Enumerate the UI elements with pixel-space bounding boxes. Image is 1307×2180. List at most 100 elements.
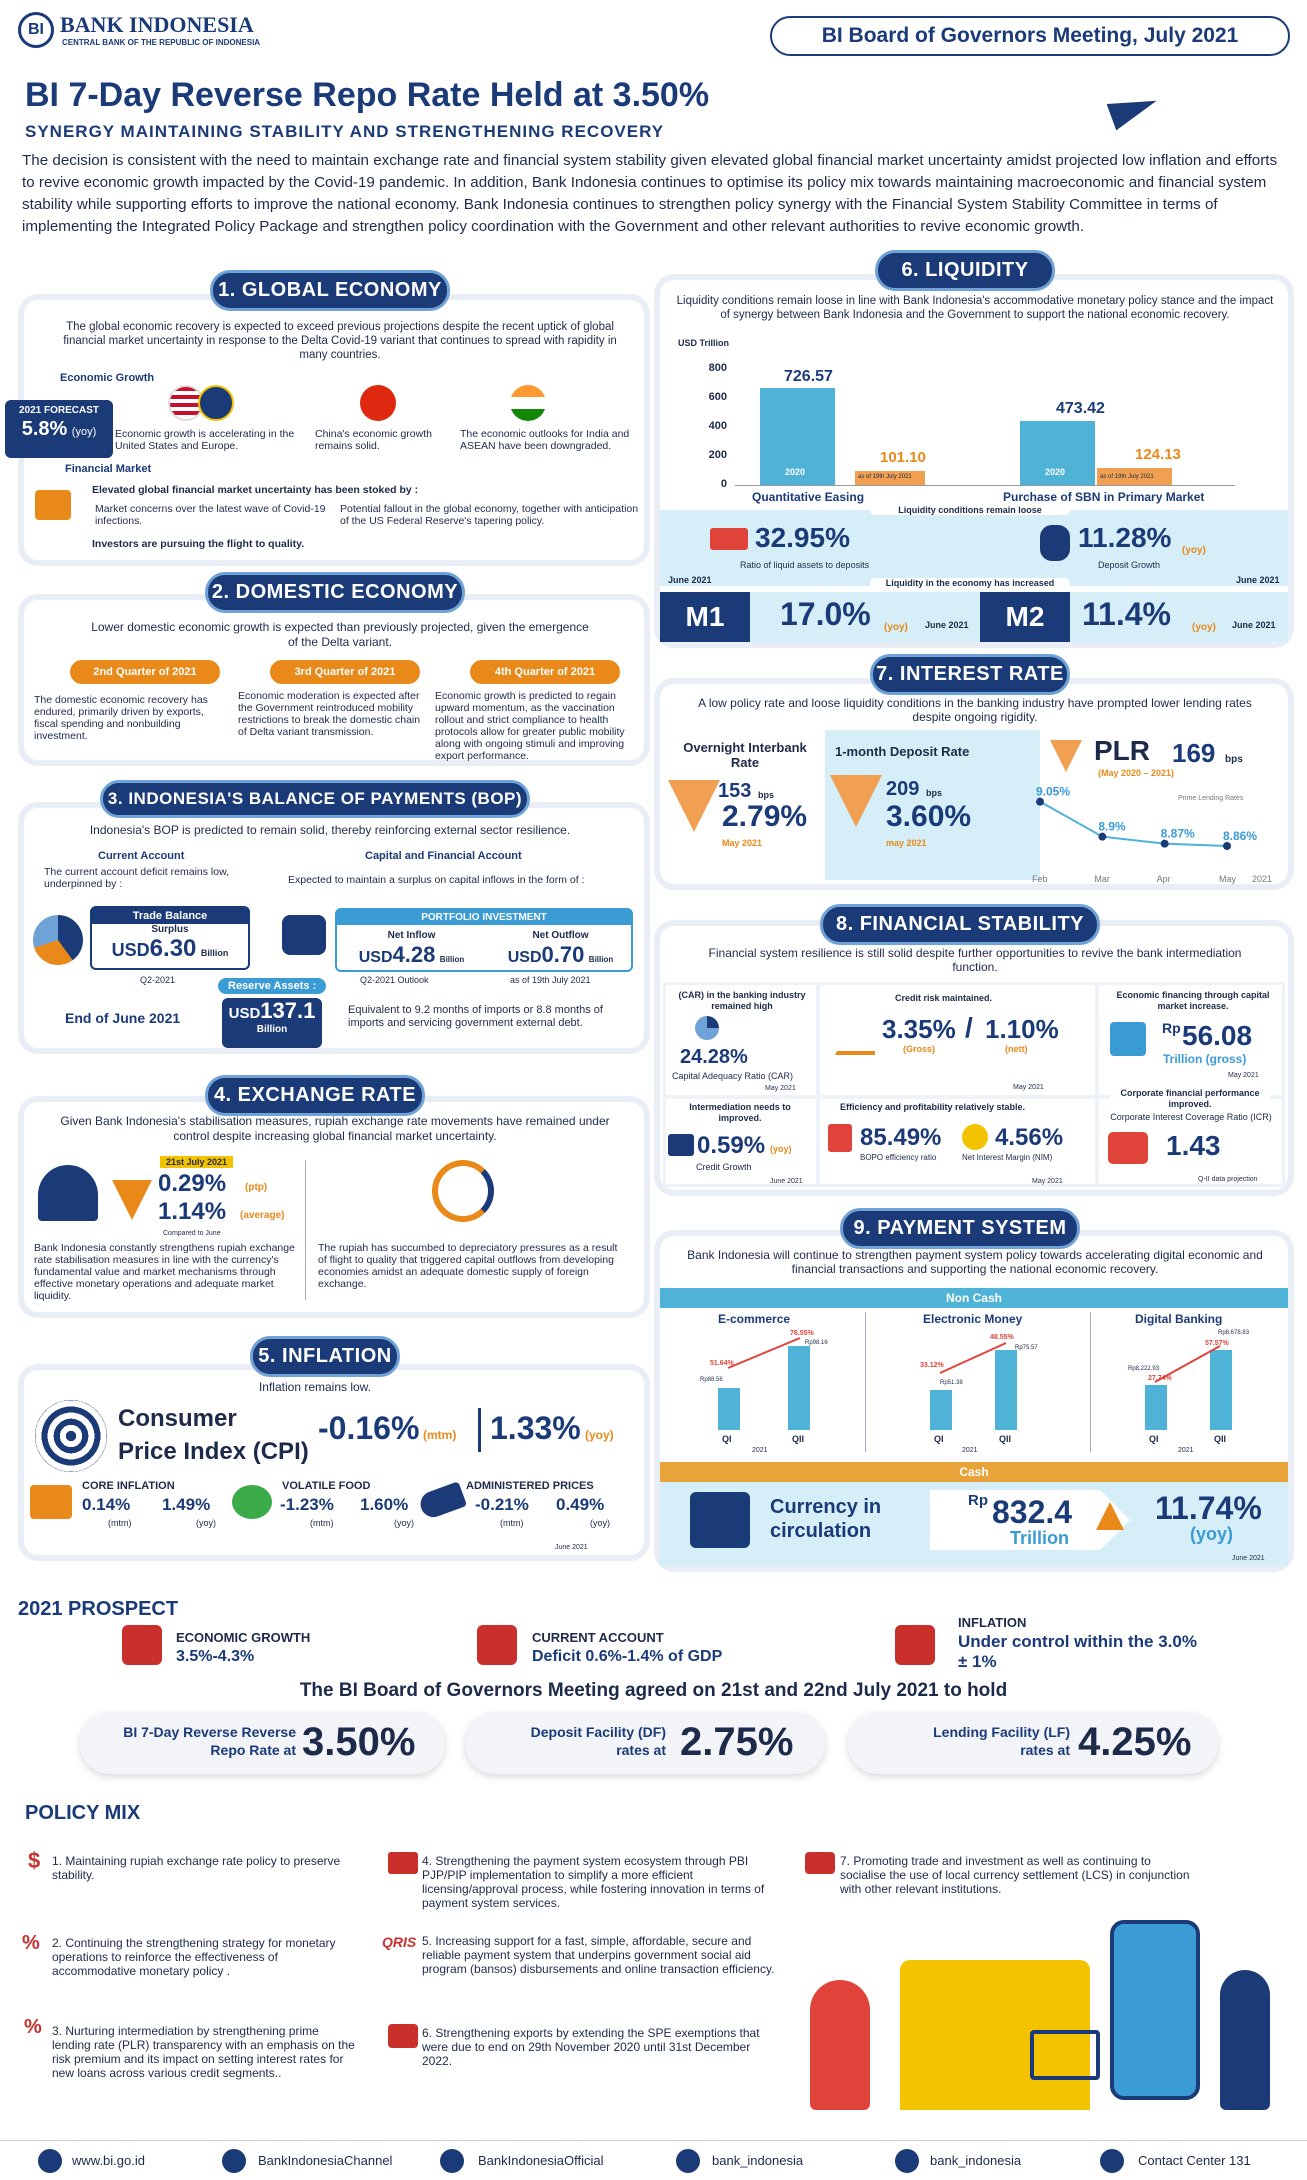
agreed-text: The BI Board of Governors Meeting agreed… [299, 1680, 1008, 1701]
em-year: 2021 [962, 1447, 978, 1454]
forecast-box: 2021 FORECAST 5.8% (yoy) [5, 400, 113, 458]
rate2-l1: Deposit Facility (DF) [530, 1724, 666, 1740]
rate2-value: 2.75% [680, 1720, 794, 1764]
q2-badge: 2nd Quarter of 2021 [70, 660, 220, 684]
bopo-label: BOPO efficiency ratio [860, 1153, 937, 1162]
bop-panel [24, 808, 644, 1048]
footer-yt[interactable]: BankIndonesiaChannel [258, 2153, 393, 2168]
coin-bag-icon [1040, 525, 1070, 561]
growth-chart-icon [122, 1625, 162, 1665]
plr-point [1160, 839, 1169, 848]
plr-x-tick: Apr [1157, 874, 1171, 884]
m1-date: June 2021 [925, 620, 969, 630]
portfolio-icon [282, 915, 326, 955]
liq-l2-unit: (yoy) [1182, 545, 1206, 556]
nim-value: 4.56% [995, 1124, 1064, 1151]
cpi-divider [478, 1408, 481, 1452]
exchange-u2: (average) [240, 1210, 285, 1221]
loose-label: Liquidity conditions remain loose [870, 505, 1070, 515]
facebook-icon [440, 2149, 464, 2173]
car-title: (CAR) in the banking industry remained h… [678, 990, 806, 1011]
footer-tw[interactable]: bank_indonesia [712, 2153, 804, 2168]
db-q2: QII [1214, 1434, 1227, 1444]
oi-arrow-icon [668, 780, 720, 832]
exchange-right: The rupiah has succumbed to depreciatory… [318, 1242, 618, 1290]
twitter-icon [676, 2149, 700, 2173]
cic-line1: Currency in [770, 1496, 882, 1518]
coins-icon [962, 1124, 988, 1150]
db-a: 27.74% [1148, 1375, 1172, 1382]
q4-badge: 4th Quarter of 2021 [470, 660, 620, 684]
prospect-inf-value: Under control within the 3.0% ± 1% [958, 1632, 1197, 1671]
fin-lead: Elevated global financial market uncerta… [92, 484, 419, 496]
logo-sub: CENTRAL BANK OF THE REPUBLIC OF INDONESI… [62, 38, 261, 47]
plr-point [1098, 832, 1107, 841]
plr-data-label: 8.86% [1223, 829, 1257, 843]
ap-yoy-unit: (yoy) [590, 1518, 610, 1528]
scale-icon [835, 1015, 875, 1055]
target-icon [35, 1400, 107, 1472]
cic-rp: Rp [968, 1492, 988, 1509]
liq-loose-band [660, 510, 1288, 586]
liquidity-title: 6. LIQUIDITY [875, 250, 1055, 291]
qe-2020-value: 726.57 [784, 368, 833, 385]
plr-line [1039, 800, 1228, 847]
icr-label: Corporate Interest Coverage Ratio (ICR) [1110, 1112, 1272, 1122]
liq-l2-text: Deposit Growth [1098, 560, 1161, 570]
bank-building-icon [38, 1165, 98, 1221]
dr-bps-unit: bps [926, 788, 943, 798]
youtube-icon [222, 2149, 246, 2173]
m1-unit: (yoy) [884, 622, 908, 633]
credit-risk-title: Credit risk maintained. [895, 993, 993, 1003]
out-val: 0.70 [541, 942, 585, 967]
fin-b2: Potential fallout in the global economy,… [340, 503, 639, 527]
plr-data-label: 8.9% [1098, 820, 1126, 834]
vf-mtm: -1.23% [280, 1495, 334, 1514]
cic-unit: Trillion [1010, 1528, 1070, 1548]
qe-asof-label: as of 19th July 2021 [858, 474, 912, 480]
footer: www.bi.go.id BankIndonesiaChannel BankIn… [0, 2140, 1307, 2180]
tb-val: 6.30 [149, 935, 197, 962]
tb-cur: USD [111, 940, 150, 960]
rate3-l1: Lending Facility (LF) [933, 1724, 1070, 1740]
sbn-bar-2021 [1097, 468, 1172, 485]
ep-title: Efficiency and profitability relatively … [840, 1102, 1026, 1112]
ap-label: ADMINISTERED PRICES [466, 1480, 594, 1492]
ef-date: May 2021 [1228, 1072, 1259, 1079]
npl-gross: 3.35% [882, 1014, 956, 1044]
policy-6: 6. Strengthening exports by extending th… [422, 2026, 760, 2068]
ra-cur: USD [228, 1005, 261, 1022]
in-val: 4.28 [392, 942, 436, 967]
footer-ig[interactable]: bank_indonesia [930, 2153, 1022, 2168]
q4-text: Economic growth is predicted to regain u… [435, 690, 625, 762]
fs-cell-1 [666, 985, 816, 1095]
qe-2021-value: 101.10 [880, 449, 926, 466]
exchange-v2: 1.14% [158, 1198, 227, 1225]
car-chart-icon [695, 1016, 719, 1040]
fin-label: Financial Market [65, 463, 152, 475]
china-flag-icon [360, 385, 396, 421]
ra-text: Equivalent to 9.2 months of imports or 8… [348, 1004, 603, 1029]
footer-cc[interactable]: Contact Center 131 [1138, 2153, 1251, 2168]
cpi-yoy: 1.33% [490, 1410, 581, 1446]
money-icon [477, 1625, 517, 1665]
oi-bps: 153 [718, 780, 752, 802]
rate3-l2: rates at [1020, 1742, 1070, 1758]
rate1-l2: Repo Rate at [210, 1742, 296, 1758]
cpi-line1: Consumer [118, 1405, 237, 1432]
footer-web[interactable]: www.bi.go.id [72, 2153, 145, 2168]
rate-pill-2 [465, 1712, 825, 1774]
cfa-label: Capital and Financial Account [365, 850, 522, 862]
ra-val: 137.1 [260, 998, 316, 1023]
ec-bar-q1 [718, 1388, 740, 1430]
footer-fb[interactable]: BankIndonesiaOfficial [478, 2153, 604, 2168]
rate-pill-3 [848, 1712, 1218, 1774]
sbn-bar-2020 [1020, 421, 1095, 485]
india-flag-icon [510, 385, 546, 421]
em-q2: QII [999, 1434, 1012, 1444]
tb-unit: Billion [200, 948, 229, 958]
db-bar-q2 [1210, 1350, 1232, 1430]
instagram-icon [895, 2149, 919, 2173]
meeting-title: BI Board of Governors Meeting, July 2021 [770, 16, 1290, 56]
fs-cell-2 [820, 985, 1095, 1095]
